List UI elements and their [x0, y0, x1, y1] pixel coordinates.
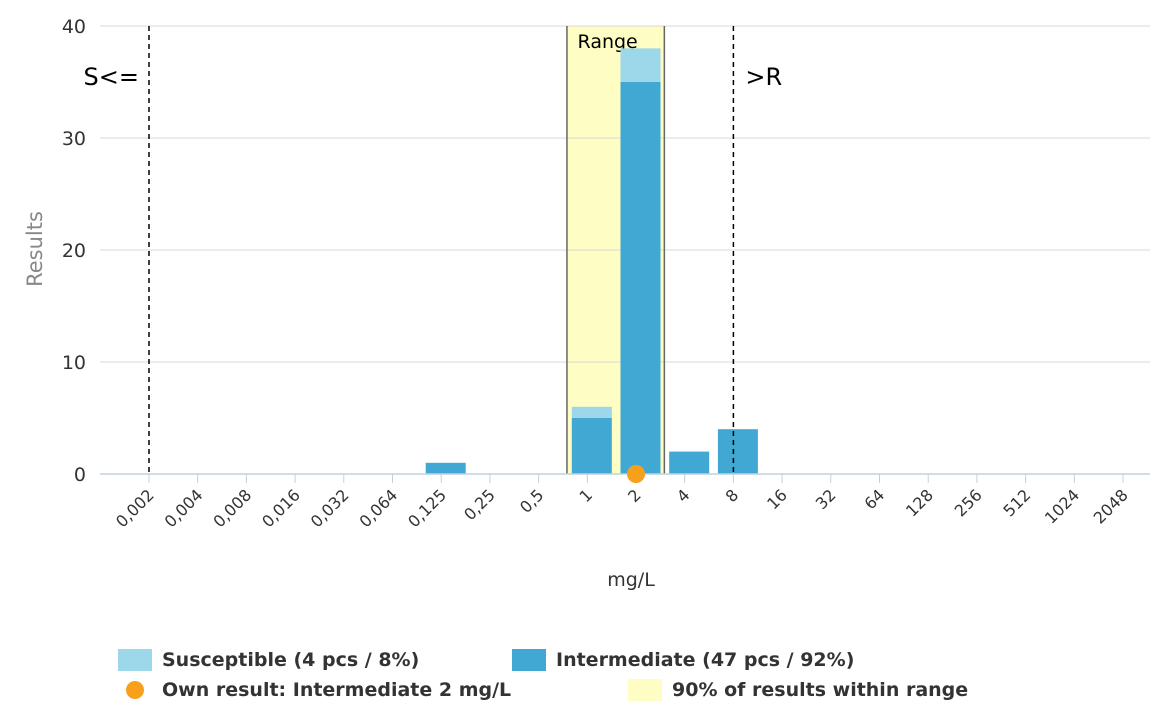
- x-tick-label: 0,004: [161, 485, 207, 531]
- x-tick-label: 8: [722, 485, 743, 506]
- y-axis-title: Results: [23, 211, 47, 287]
- legend-swatch-susceptible: [118, 649, 152, 671]
- y-tick-label: 10: [62, 352, 86, 374]
- legend-label-own-result: Own result: Intermediate 2 mg/L: [162, 679, 512, 701]
- x-tick-label: 4: [673, 485, 694, 506]
- y-tick-label: 0: [74, 464, 86, 486]
- legend-item-own-result[interactable]: Own result: Intermediate 2 mg/L: [118, 679, 511, 701]
- bar-intermediate-2: [620, 82, 661, 474]
- x-tick-label: 64: [860, 485, 888, 513]
- x-tick-label: 128: [902, 485, 937, 520]
- y-tick-label: 30: [62, 128, 86, 150]
- y-tick-label: 20: [62, 240, 86, 262]
- x-tick-label: 0,5: [516, 485, 547, 516]
- x-tick-label: 1: [575, 485, 596, 506]
- bar-intermediate-8: [717, 429, 758, 474]
- x-tick-label: 0,002: [112, 485, 158, 531]
- legend-swatch-range: [628, 679, 662, 701]
- bar-susceptible-1: [571, 406, 612, 418]
- x-tick-label: 256: [951, 485, 986, 520]
- x-tick-label: 0,064: [355, 485, 401, 531]
- legend-item-susceptible[interactable]: Susceptible (4 pcs / 8%): [118, 649, 419, 671]
- legend-swatch-intermediate: [512, 649, 546, 671]
- x-tick-label: 512: [999, 485, 1034, 520]
- legend-label-intermediate: Intermediate (47 pcs / 92%): [556, 649, 855, 671]
- x-tick-label: 0,125: [404, 485, 450, 531]
- legend-label-range: 90% of results within range: [672, 679, 969, 701]
- legend-dot-own-result: [126, 681, 144, 699]
- range-band-label: Range: [578, 31, 638, 53]
- bar-susceptible-2: [620, 48, 661, 82]
- x-tick-label: 0,032: [307, 485, 353, 531]
- bar-intermediate-0,125: [425, 462, 466, 474]
- x-tick-label: 0,25: [460, 485, 499, 524]
- bar-intermediate-4: [669, 451, 710, 474]
- breakpoint-label: S<=: [84, 63, 139, 91]
- x-tick-label: 1024: [1041, 485, 1083, 527]
- y-tick-label: 40: [62, 16, 86, 38]
- legend-item-intermediate[interactable]: Intermediate (47 pcs / 92%): [512, 649, 854, 671]
- x-tick-label: 0,008: [209, 485, 255, 531]
- x-tick-label: 2: [624, 485, 645, 506]
- legend-item-range[interactable]: 90% of results within range: [628, 679, 968, 701]
- breakpoint-label: >R: [745, 63, 782, 91]
- x-axis-title: mg/L: [607, 569, 655, 591]
- x-tick-label: 32: [812, 485, 840, 513]
- x-tick-label: 0,016: [258, 485, 304, 531]
- x-tick-label: 2048: [1090, 485, 1132, 527]
- own-result-marker: [627, 465, 645, 483]
- legend-label-susceptible: Susceptible (4 pcs / 8%): [162, 649, 420, 671]
- bar-intermediate-1: [571, 418, 612, 474]
- x-tick-label: 16: [763, 485, 791, 513]
